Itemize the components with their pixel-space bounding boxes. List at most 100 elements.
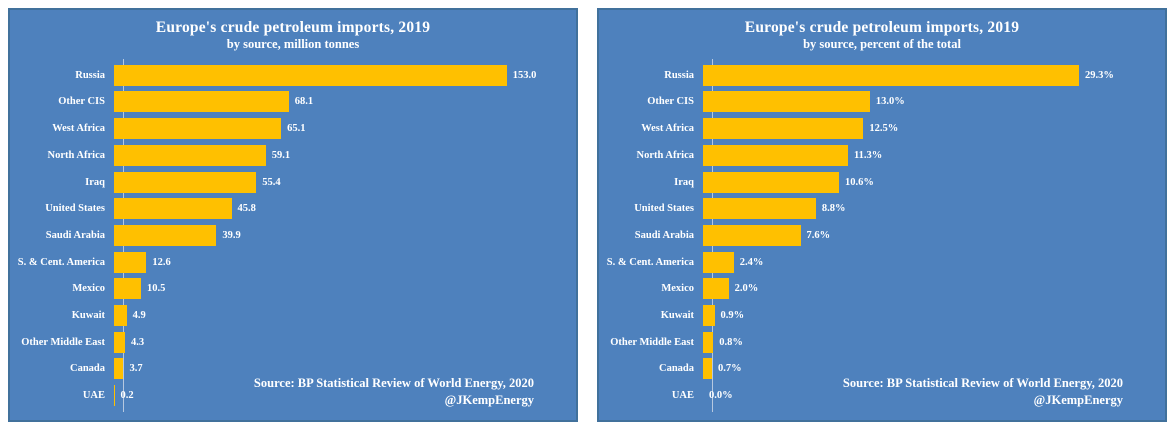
value-label: 65.1 xyxy=(287,123,306,135)
chart-header: Europe's crude petroleum imports, 2019 b… xyxy=(599,18,1165,53)
source-credit: Source: BP Statistical Review of World E… xyxy=(843,375,1123,409)
bar-row: S. & Cent. America 2.4% xyxy=(599,251,1165,273)
bar-row: UAE 0.2 xyxy=(10,385,576,407)
bar-row: Iraq 10.6% xyxy=(599,171,1165,193)
bar-track: 13.0% xyxy=(703,91,1165,113)
bar-row: Other CIS 68.1 xyxy=(10,91,576,113)
value-label: 0.8% xyxy=(719,336,743,348)
chart-subtitle: by source, million tonnes xyxy=(226,37,360,52)
category-label: Saudi Arabia xyxy=(45,229,105,241)
chart-header: Europe's crude petroleum imports, 2019 b… xyxy=(10,18,576,53)
category-label: S. & Cent. America xyxy=(606,256,694,268)
value-label: 0.0% xyxy=(709,390,733,402)
bar-track: 7.6% xyxy=(703,224,1165,246)
bar-track: 68.1 xyxy=(114,91,576,113)
bar xyxy=(114,118,282,140)
bar-row: Canada 0.7% xyxy=(599,358,1165,380)
bar-track: 3.7 xyxy=(114,358,576,380)
value-label: 13.0% xyxy=(875,96,905,108)
bar xyxy=(114,64,507,86)
bar-row: Other CIS 13.0% xyxy=(599,91,1165,113)
category-label: Russia xyxy=(664,69,694,81)
value-label: 12.6 xyxy=(152,256,171,268)
bar-row: Mexico 2.0% xyxy=(599,278,1165,300)
value-label: 2.0% xyxy=(734,283,759,295)
value-label: 153.0 xyxy=(512,69,537,81)
value-label: 39.9 xyxy=(222,229,241,241)
bar-row: UAE 0.0% xyxy=(599,385,1165,406)
value-label: 68.1 xyxy=(294,96,314,108)
bar xyxy=(114,91,289,113)
bar-track: 10.6% xyxy=(703,171,1165,193)
value-label: 10.5 xyxy=(146,283,166,295)
chart-panel-0: Europe's crude petroleum imports, 2019 b… xyxy=(8,8,578,422)
bar xyxy=(703,198,816,220)
bar-track: 4.9 xyxy=(114,305,576,327)
bar-track: 45.8 xyxy=(114,198,576,220)
bar-track: 0.2 xyxy=(114,385,576,407)
category-label: Mexico xyxy=(72,283,105,295)
bar xyxy=(114,385,115,407)
category-label: Mexico xyxy=(661,283,694,295)
bar xyxy=(114,198,232,220)
value-label: 0.7% xyxy=(717,363,742,375)
category-label: United States xyxy=(634,203,694,215)
bar-row: Mexico 10.5 xyxy=(10,278,576,300)
bar-track: 10.5 xyxy=(114,278,576,300)
category-label: Iraq xyxy=(85,176,105,188)
bar-track: 0.8% xyxy=(703,331,1165,353)
bar-row: Canada 3.7 xyxy=(10,358,576,380)
bar-track: 12.5% xyxy=(703,118,1165,140)
bar-track: 59.1 xyxy=(114,144,576,166)
bar xyxy=(703,171,840,193)
bar-row: Saudi Arabia 7.6% xyxy=(599,224,1165,246)
source-credit: Source: BP Statistical Review of World E… xyxy=(254,375,534,409)
bar-track: 0.7% xyxy=(703,358,1165,380)
value-label: 29.3% xyxy=(1085,69,1114,81)
value-label: 11.3% xyxy=(854,149,883,161)
category-label: North Africa xyxy=(636,149,694,161)
bar-row: Russia 29.3% xyxy=(599,64,1165,86)
category-label: Russia xyxy=(75,69,105,81)
chart-subtitle: by source, percent of the total xyxy=(803,37,961,52)
bar-track: 2.4% xyxy=(703,251,1165,273)
category-label: West Africa xyxy=(52,123,105,135)
source-handle: @JKempEnergy xyxy=(444,393,534,408)
bar-row: United States 45.8 xyxy=(10,198,576,220)
bar-row: United States 8.8% xyxy=(599,198,1165,220)
bar-track: 11.3% xyxy=(703,144,1165,166)
value-label: 4.9 xyxy=(132,310,146,322)
value-label: 4.3 xyxy=(131,336,145,348)
value-label: 12.5% xyxy=(869,123,899,135)
plot-area: Russia 153.0 Other CIS 68.1 West Africa 65.1 N… xyxy=(10,53,576,414)
bar xyxy=(703,251,734,273)
source-handle: @JKempEnergy xyxy=(1033,393,1123,408)
charts-container: Europe's crude petroleum imports, 2019 b… xyxy=(8,8,1167,422)
category-label: Saudi Arabia xyxy=(634,229,694,241)
category-label: West Africa xyxy=(641,123,694,135)
bar-row: Other Middle East 0.8% xyxy=(599,331,1165,353)
source-line: Source: BP Statistical Review of World E… xyxy=(253,376,534,391)
bar-track: 12.6 xyxy=(114,251,576,273)
value-label: 0.9% xyxy=(720,310,745,322)
bar-row: S. & Cent. America 12.6 xyxy=(10,251,576,273)
bar xyxy=(114,251,147,273)
bar xyxy=(114,331,126,353)
bar-track: 29.3% xyxy=(703,64,1165,86)
value-label: 45.8 xyxy=(237,203,256,215)
value-label: 55.4 xyxy=(262,176,281,188)
value-label: 0.2 xyxy=(120,390,134,402)
bar-row: North Africa 59.1 xyxy=(10,144,576,166)
value-label: 59.1 xyxy=(271,149,291,161)
category-label: Other CIS xyxy=(647,96,694,108)
value-label: 8.8% xyxy=(821,203,846,215)
bar xyxy=(703,305,715,327)
value-label: 7.6% xyxy=(806,229,831,241)
category-label: Kuwait xyxy=(71,310,105,322)
plot-area: Russia 29.3% Other CIS 13.0% West Africa 12.5… xyxy=(599,53,1165,414)
value-label: 3.7 xyxy=(129,363,143,375)
bar xyxy=(114,224,217,246)
bar xyxy=(703,64,1080,86)
category-label: North Africa xyxy=(47,149,105,161)
